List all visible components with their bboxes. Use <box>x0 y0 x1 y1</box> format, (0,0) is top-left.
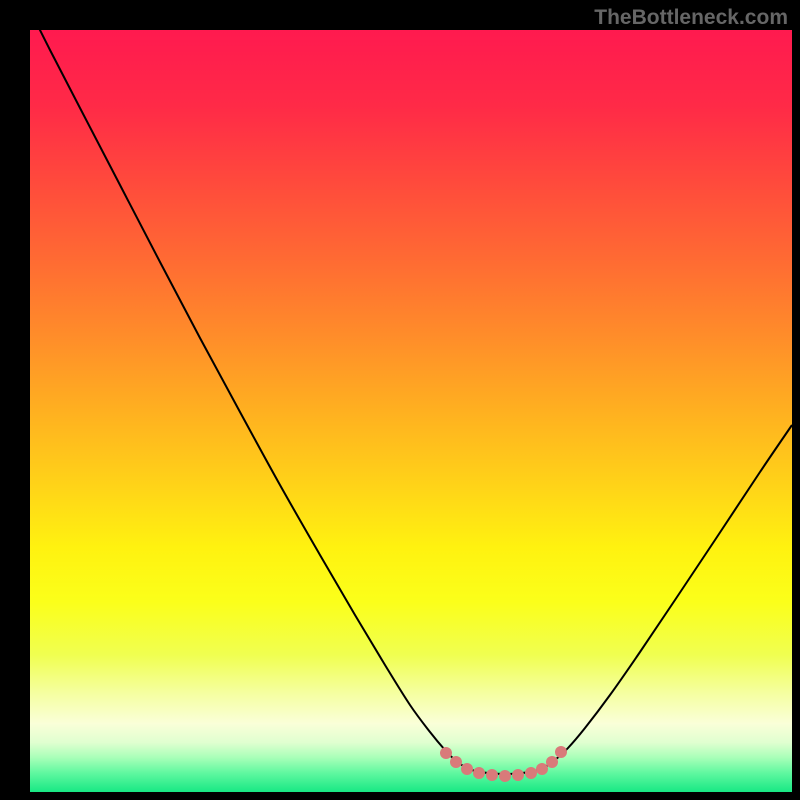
frame-border <box>792 0 800 800</box>
frame-border <box>0 0 30 800</box>
optimal-marker <box>499 770 511 782</box>
optimal-marker <box>440 747 452 759</box>
optimal-marker <box>555 746 567 758</box>
optimal-marker <box>450 756 462 768</box>
optimal-marker <box>546 756 558 768</box>
optimal-marker <box>536 763 548 775</box>
watermark-text: TheBottleneck.com <box>594 6 788 30</box>
optimal-marker <box>461 763 473 775</box>
optimal-marker <box>512 769 524 781</box>
optimal-marker <box>473 767 485 779</box>
gradient-background <box>30 30 792 792</box>
optimal-marker <box>525 767 537 779</box>
bottleneck-chart: TheBottleneck.com <box>0 0 800 800</box>
chart-svg <box>0 0 800 800</box>
frame-border <box>0 792 800 800</box>
optimal-marker <box>486 769 498 781</box>
